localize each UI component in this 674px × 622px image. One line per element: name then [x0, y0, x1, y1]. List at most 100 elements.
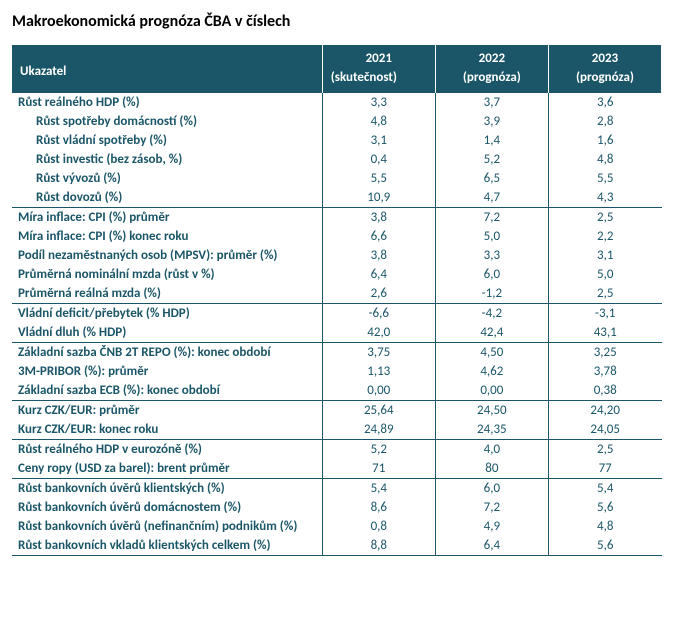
table-row: Kurz CZK/EUR: konec roku24,8924,3524,05 [12, 420, 662, 440]
cell-value: 2,6 [322, 284, 435, 304]
table-row: Růst bankovních úvěrů domácnostem (%)8,6… [12, 498, 662, 517]
table-row: Růst bankovních úvěrů klientských (%) 5,4… [12, 479, 662, 499]
cell-value: 25,64 [322, 401, 435, 421]
cell-value: 24,20 [548, 401, 661, 421]
cell-value: 42,0 [322, 323, 435, 343]
cell-value: 5,5 [322, 169, 435, 188]
col-subheader-2023: (prognóza) [548, 68, 661, 93]
table-row: Základní sazba ECB (%): konec období 0,00… [12, 381, 662, 401]
cell-value: -4,2 [435, 304, 548, 324]
table-row: Růst vládní spotřeby (%)3,11,41,6 [12, 131, 662, 150]
table-row: Růst investic (bez zásob, %)0,45,24,8 [12, 150, 662, 169]
cell-value: 4,7 [435, 188, 548, 208]
page-title: Makroekonomická prognóza ČBA v číslech [12, 12, 662, 31]
cell-value: 4,8 [548, 150, 661, 169]
row-label: Míra inflace: CPI (%) průměr [12, 208, 322, 228]
cell-value: 3,25 [548, 343, 661, 363]
cell-value: 0,4 [322, 150, 435, 169]
table-row: Růst dovozů (%)10,94,74,3 [12, 188, 662, 208]
col-subheader-2022: (prognóza) [435, 68, 548, 93]
row-label: Růst reálného HDP (%) [12, 93, 322, 112]
table-row: Podíl nezaměstnaných osob (MPSV): průměr… [12, 246, 662, 265]
cell-value: 3,8 [322, 208, 435, 228]
row-label: Růst vývozů (%) [12, 169, 322, 188]
row-label: Základní sazba ČNB 2T REPO (%): konec ob… [12, 343, 322, 363]
cell-value: 8,8 [322, 536, 435, 556]
cell-value: -3,1 [548, 304, 661, 324]
cell-value: 71 [322, 459, 435, 479]
cell-value: 2,5 [548, 208, 661, 228]
row-label: Vládní dluh (% HDP) [12, 323, 322, 343]
cell-value: 77 [548, 459, 661, 479]
col-header-2021: 2021 [322, 45, 435, 68]
cell-value: 0,8 [322, 517, 435, 536]
cell-value: 5,6 [548, 536, 661, 556]
cell-value: 3,8 [322, 246, 435, 265]
table-row: Růst reálného HDP (%)3,33,73,6 [12, 93, 662, 112]
row-label: Kurz CZK/EUR: konec roku [12, 420, 322, 440]
cell-value: 3,78 [548, 362, 661, 381]
row-label: Průměrná reálná mzda (%) [12, 284, 322, 304]
cell-value: 5,4 [548, 479, 661, 499]
table-row: Růst bankovních úvěrů (nefinančním) podn… [12, 517, 662, 536]
row-label: Růst investic (bez zásob, %) [12, 150, 322, 169]
cell-value: 24,50 [435, 401, 548, 421]
cell-value: 4,3 [548, 188, 661, 208]
row-label: 3M-PRIBOR (%): průměr [12, 362, 322, 381]
table-row: Růst spotřeby domácností (%)4,83,92,8 [12, 112, 662, 131]
cell-value: 3,7 [435, 93, 548, 112]
cell-value: 4,9 [435, 517, 548, 536]
row-label: Růst bankovních úvěrů (nefinančním) podn… [12, 517, 322, 536]
cell-value: 1,6 [548, 131, 661, 150]
cell-value: -1,2 [435, 284, 548, 304]
row-label: Růst bankovních vkladů klientských celke… [12, 536, 322, 556]
col-header-2023: 2023 [548, 45, 661, 68]
row-label: Vládní deficit/přebytek (% HDP) [12, 304, 322, 324]
cell-value: 6,5 [435, 169, 548, 188]
cell-value: 4,8 [322, 112, 435, 131]
cell-value: 4,0 [435, 440, 548, 460]
table-row: Míra inflace: CPI (%) konec roku6,65,02,… [12, 227, 662, 246]
cell-value: 5,2 [322, 440, 435, 460]
cell-value: 0,00 [435, 381, 548, 401]
cell-value: 5,2 [435, 150, 548, 169]
cell-value: 1,4 [435, 131, 548, 150]
cell-value: 3,3 [435, 246, 548, 265]
cell-value: 3,9 [435, 112, 548, 131]
cell-value: 2,2 [548, 227, 661, 246]
table-row: Vládní deficit/přebytek (% HDP)-6,6-4,2-… [12, 304, 662, 324]
table-body: Růst reálného HDP (%)3,33,73,6Růst spotř… [12, 93, 662, 556]
cell-value: 4,8 [548, 517, 661, 536]
cell-value: 2,8 [548, 112, 661, 131]
row-label: Základní sazba ECB (%): konec období [12, 381, 322, 401]
cell-value: 6,4 [322, 265, 435, 284]
cell-value: 24,35 [435, 420, 548, 440]
row-label: Kurz CZK/EUR: průměr [12, 401, 322, 421]
cell-value: 8,6 [322, 498, 435, 517]
cell-value: 2,5 [548, 440, 661, 460]
row-label: Růst dovozů (%) [12, 188, 322, 208]
row-label: Růst bankovních úvěrů domácnostem (%) [12, 498, 322, 517]
cell-value: 3,3 [322, 93, 435, 112]
cell-value: 5,5 [548, 169, 661, 188]
cell-value: -6,6 [322, 304, 435, 324]
cell-value: 6,0 [435, 479, 548, 499]
row-label: Růst bankovních úvěrů klientských (%) [12, 479, 322, 499]
cell-value: 4,62 [435, 362, 548, 381]
row-label: Průměrná nominální mzda (růst v %) [12, 265, 322, 284]
row-label: Ceny ropy (USD za barel): brent průměr [12, 459, 322, 479]
cell-value: 6,0 [435, 265, 548, 284]
row-label: Růst spotřeby domácností (%) [12, 112, 322, 131]
cell-value: 5,0 [435, 227, 548, 246]
cell-value: 6,6 [322, 227, 435, 246]
cell-value: 3,75 [322, 343, 435, 363]
table-row: Vládní dluh (% HDP)42,042,443,1 [12, 323, 662, 343]
cell-value: 5,6 [548, 498, 661, 517]
cell-value: 24,05 [548, 420, 661, 440]
table-row: Ceny ropy (USD za barel): brent průměr71… [12, 459, 662, 479]
forecast-table: Ukazatel 2021 2022 2023 (skutečnost) (pr… [12, 45, 662, 556]
col-header-2022: 2022 [435, 45, 548, 68]
row-label: Podíl nezaměstnaných osob (MPSV): průměr… [12, 246, 322, 265]
cell-value: 6,4 [435, 536, 548, 556]
col-header-indicator: Ukazatel [12, 45, 322, 93]
